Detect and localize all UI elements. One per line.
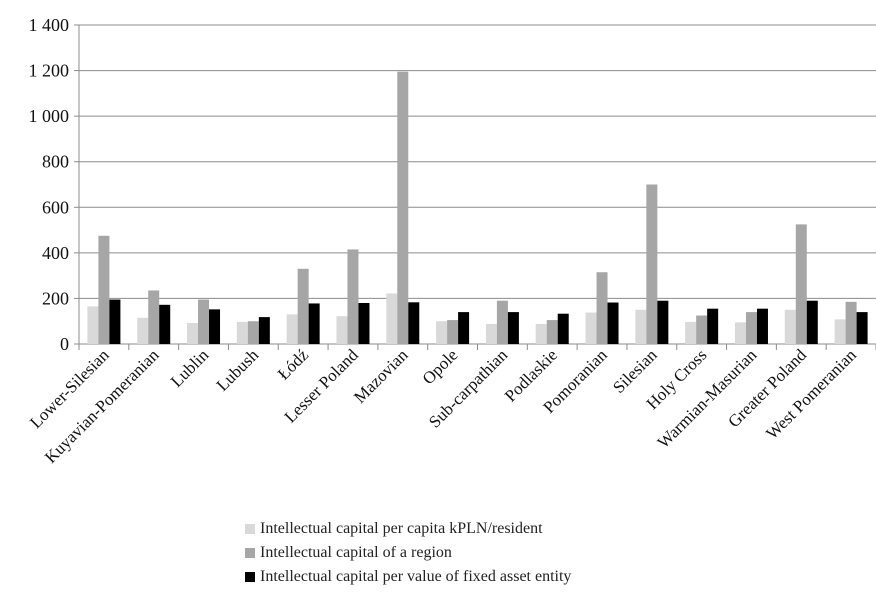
bar — [159, 304, 171, 344]
x-tick-label: Lubush — [213, 345, 263, 395]
bar — [806, 300, 818, 344]
bar — [308, 303, 320, 344]
bar — [447, 320, 459, 344]
x-tick-label: West Pomeranian — [762, 345, 860, 443]
bar — [148, 290, 160, 344]
bar — [707, 308, 719, 344]
bar — [397, 71, 409, 344]
bar — [236, 321, 248, 344]
bar — [458, 312, 470, 344]
bar — [258, 317, 270, 344]
bar — [657, 300, 669, 344]
bar — [187, 323, 199, 344]
legend-label-region: Intellectual capital of a region — [260, 544, 452, 561]
bar — [845, 301, 857, 344]
bar — [109, 299, 121, 344]
bar — [535, 323, 547, 344]
legend-swatch-fixed-asset — [245, 572, 255, 582]
x-tick-label: Mazovian — [350, 345, 412, 407]
legend-item-per-capita: Intellectual capital per capita kPLN/res… — [245, 517, 745, 541]
y-tick-label: 0 — [60, 334, 69, 354]
bar — [834, 319, 846, 344]
y-tick-label: 1 000 — [29, 106, 70, 126]
bar — [795, 224, 807, 344]
bar — [386, 293, 398, 344]
bar — [98, 235, 110, 344]
bar — [485, 323, 497, 344]
bar — [607, 302, 619, 344]
legend-swatch-per-capita — [245, 524, 255, 534]
y-tick-label: 400 — [42, 243, 69, 263]
y-tick-label: 800 — [42, 152, 69, 172]
y-tick-label: 1 200 — [29, 61, 70, 81]
bar — [297, 268, 309, 344]
bar — [209, 309, 221, 344]
bar — [756, 308, 768, 344]
legend-item-fixed-asset: Intellectual capital per value of fixed … — [245, 565, 745, 589]
bar — [247, 321, 259, 344]
legend-swatch-region — [245, 548, 255, 558]
bar — [546, 320, 558, 344]
x-tick-label: Łódź — [274, 345, 312, 383]
bar — [557, 313, 569, 344]
bar — [734, 322, 746, 344]
bar — [286, 314, 298, 344]
bar — [596, 272, 608, 344]
bar — [198, 299, 210, 344]
bar — [496, 300, 508, 344]
bar — [408, 302, 420, 344]
bar — [585, 312, 597, 344]
x-tick-label: Lublin — [167, 345, 213, 391]
legend-item-region: Intellectual capital of a region — [245, 541, 745, 565]
legend-label-per-capita: Intellectual capital per capita kPLN/res… — [260, 520, 543, 537]
bar — [646, 184, 658, 344]
bar — [745, 312, 757, 344]
bar — [358, 302, 370, 344]
bar — [436, 321, 448, 344]
bar — [696, 315, 708, 344]
bar — [507, 312, 519, 344]
legend-label-fixed-asset: Intellectual capital per value of fixed … — [260, 568, 572, 585]
legend: Intellectual capital per capita kPLN/res… — [245, 517, 745, 589]
bar — [685, 321, 697, 344]
y-tick-label: 200 — [42, 288, 69, 308]
y-tick-label: 1 400 — [29, 15, 70, 35]
y-tick-label: 600 — [42, 197, 69, 217]
bar — [856, 312, 868, 344]
bar — [336, 316, 348, 344]
x-tick-label: Opole — [419, 345, 462, 388]
bar — [784, 309, 796, 344]
bar — [347, 249, 359, 344]
bar — [87, 306, 99, 344]
bar — [635, 309, 647, 344]
bar — [137, 317, 149, 344]
